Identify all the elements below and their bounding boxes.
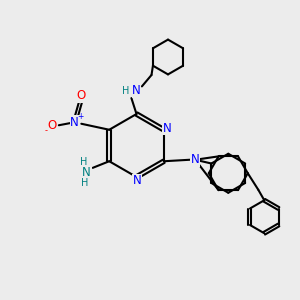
Text: N: N <box>82 166 91 179</box>
Text: N: N <box>132 84 141 98</box>
Text: H: H <box>122 86 130 97</box>
Text: H: H <box>80 157 87 167</box>
Text: N: N <box>191 153 200 166</box>
Text: N: N <box>133 174 142 187</box>
Text: H: H <box>81 178 88 188</box>
Text: N: N <box>163 122 172 135</box>
Text: +: + <box>77 112 83 121</box>
Text: O: O <box>76 89 85 102</box>
Text: O: O <box>48 119 57 132</box>
Text: -: - <box>44 126 47 135</box>
Text: N: N <box>70 116 79 129</box>
